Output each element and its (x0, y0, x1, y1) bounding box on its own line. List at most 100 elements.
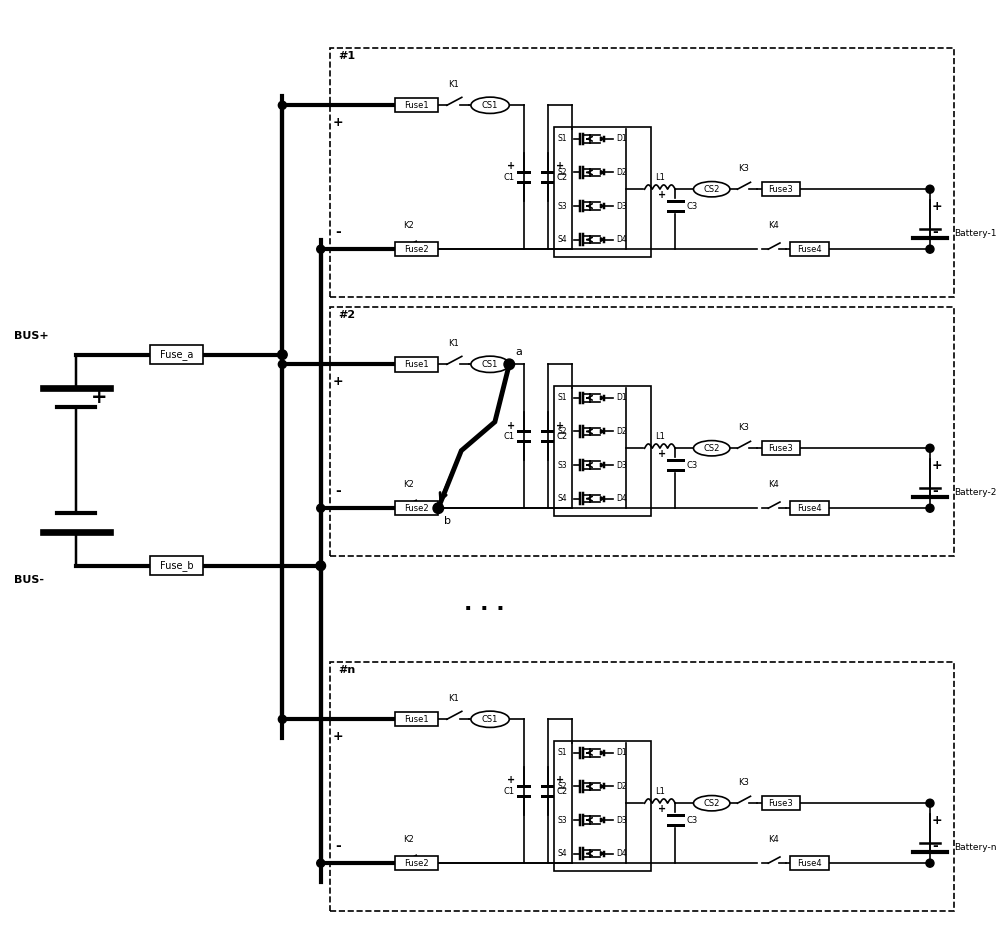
Circle shape (278, 350, 287, 360)
Text: Fuse4: Fuse4 (797, 245, 822, 254)
Bar (330, 662, 954, 911)
Text: C1: C1 (504, 172, 515, 182)
Text: D4: D4 (617, 494, 627, 503)
Text: C2: C2 (556, 172, 567, 182)
Text: L1: L1 (655, 172, 665, 182)
Text: C3: C3 (687, 460, 698, 470)
Circle shape (926, 504, 934, 513)
Text: S3: S3 (557, 201, 567, 211)
Polygon shape (600, 396, 604, 400)
Text: C1: C1 (504, 432, 515, 441)
Circle shape (926, 245, 934, 254)
Text: Fuse3: Fuse3 (768, 799, 793, 808)
Polygon shape (600, 137, 604, 141)
Text: +: + (658, 190, 666, 200)
Text: +: + (932, 814, 942, 827)
Ellipse shape (693, 796, 730, 811)
Text: #n: #n (338, 665, 355, 675)
Circle shape (317, 504, 325, 513)
FancyBboxPatch shape (150, 556, 203, 575)
Text: C2: C2 (556, 432, 567, 441)
FancyBboxPatch shape (790, 242, 829, 256)
Text: K1: K1 (448, 79, 459, 89)
Polygon shape (600, 238, 604, 241)
FancyBboxPatch shape (150, 345, 203, 364)
Circle shape (317, 859, 325, 867)
Text: Fuse1: Fuse1 (404, 715, 429, 724)
Text: Battery-2: Battery-2 (954, 488, 996, 497)
Text: D2: D2 (617, 168, 627, 177)
FancyBboxPatch shape (554, 741, 651, 870)
Circle shape (278, 102, 286, 109)
Polygon shape (600, 751, 604, 755)
Circle shape (317, 245, 325, 254)
Text: · · ·: · · · (464, 599, 504, 619)
Polygon shape (600, 204, 604, 208)
Text: Fuse_b: Fuse_b (160, 560, 194, 571)
Text: S2: S2 (557, 168, 567, 177)
Polygon shape (600, 430, 604, 433)
Text: K4: K4 (768, 221, 779, 229)
Text: +: + (333, 116, 343, 129)
FancyBboxPatch shape (395, 98, 438, 113)
Text: +: + (333, 730, 343, 743)
Text: D2: D2 (617, 782, 627, 791)
Circle shape (926, 799, 934, 807)
FancyBboxPatch shape (395, 242, 438, 256)
Text: Battery-n: Battery-n (954, 843, 996, 852)
Text: Fuse1: Fuse1 (404, 101, 429, 110)
Text: b: b (444, 516, 451, 526)
FancyBboxPatch shape (395, 357, 438, 372)
FancyBboxPatch shape (790, 501, 829, 515)
Polygon shape (600, 463, 604, 467)
FancyBboxPatch shape (395, 712, 438, 726)
Text: D2: D2 (617, 427, 627, 436)
Circle shape (433, 503, 444, 514)
Text: -: - (335, 484, 341, 498)
Polygon shape (600, 785, 604, 788)
Bar (330, 48, 954, 297)
FancyBboxPatch shape (762, 441, 800, 456)
Text: C3: C3 (687, 201, 698, 211)
Text: D1: D1 (617, 134, 627, 144)
Text: S3: S3 (557, 460, 567, 470)
Text: #1: #1 (338, 50, 355, 61)
Text: Fuse4: Fuse4 (797, 503, 822, 513)
Text: #2: #2 (338, 309, 355, 320)
Circle shape (926, 859, 934, 867)
Text: L1: L1 (655, 787, 665, 796)
Text: K3: K3 (738, 164, 749, 172)
Text: BUS-: BUS- (14, 575, 44, 585)
Text: D4: D4 (617, 849, 627, 858)
FancyBboxPatch shape (395, 501, 438, 515)
Text: C2: C2 (556, 787, 567, 796)
FancyBboxPatch shape (762, 796, 800, 811)
Text: K3: K3 (738, 777, 749, 787)
FancyBboxPatch shape (395, 856, 438, 870)
Text: CS2: CS2 (704, 185, 720, 194)
Text: K1: K1 (448, 693, 459, 703)
Text: K4: K4 (768, 480, 779, 488)
Text: Fuse3: Fuse3 (768, 185, 793, 194)
Bar (330, 307, 954, 556)
Text: Fuse1: Fuse1 (404, 360, 429, 369)
Text: +: + (91, 389, 107, 407)
Text: +: + (658, 804, 666, 815)
Text: -: - (932, 484, 938, 498)
Text: +: + (556, 775, 564, 786)
Ellipse shape (471, 711, 509, 728)
Text: S4: S4 (557, 235, 567, 244)
Circle shape (926, 185, 934, 193)
Text: +: + (556, 161, 564, 171)
Text: D4: D4 (617, 235, 627, 244)
Text: K2: K2 (403, 835, 413, 843)
Text: +: + (658, 449, 666, 459)
Text: CS2: CS2 (704, 444, 720, 453)
Circle shape (504, 359, 515, 370)
Text: a: a (515, 347, 522, 357)
Text: S2: S2 (557, 427, 567, 436)
Text: +: + (507, 161, 515, 171)
Ellipse shape (471, 97, 509, 114)
Circle shape (316, 561, 326, 570)
Text: K1: K1 (448, 338, 459, 348)
